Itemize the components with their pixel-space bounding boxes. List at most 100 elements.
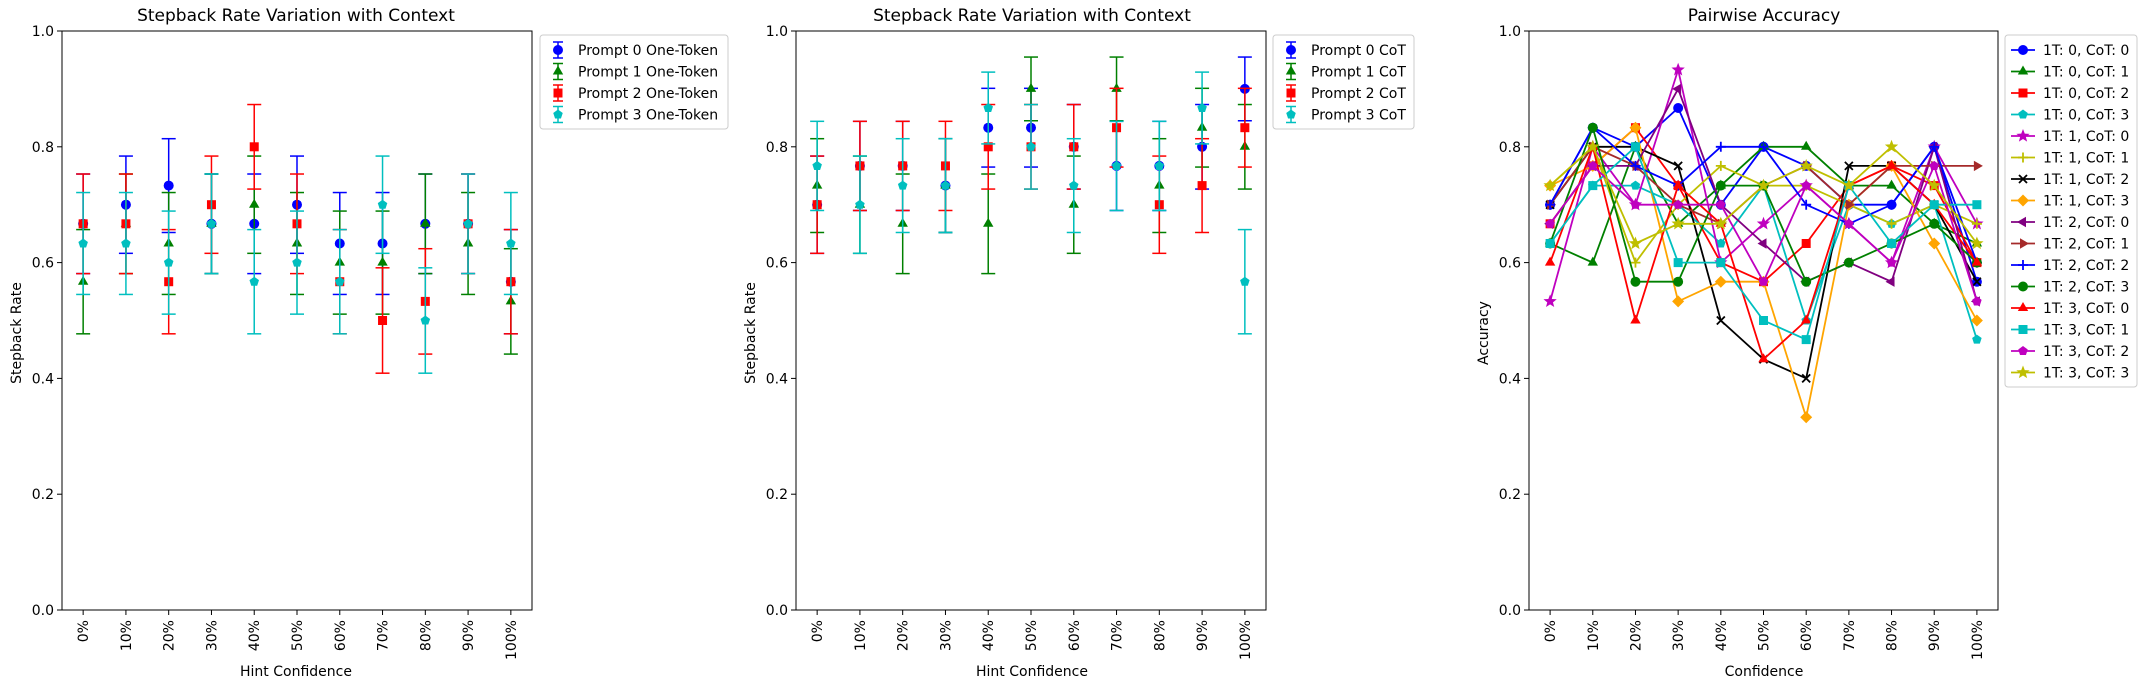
legend-frame bbox=[2004, 34, 2138, 388]
legend-marker bbox=[2016, 129, 2030, 142]
data-point bbox=[1971, 256, 1983, 266]
y-tick-label: 0.0 bbox=[766, 603, 788, 619]
data-point bbox=[940, 180, 951, 190]
data-point bbox=[1801, 180, 1811, 190]
legend-marker bbox=[2017, 302, 2029, 311]
chart-title: Stepback Rate Variation with Context bbox=[873, 6, 1191, 26]
data-point bbox=[1801, 335, 1811, 345]
data-point bbox=[1673, 199, 1683, 209]
data-point bbox=[1801, 238, 1811, 248]
data-point bbox=[1715, 141, 1726, 152]
y-axis-label: Stepback Rate bbox=[9, 282, 25, 384]
x-tick-label: 20% bbox=[896, 620, 912, 651]
legend-marker bbox=[2016, 365, 2030, 379]
data-point bbox=[1929, 141, 1940, 152]
x-axis-label: Hint Confidence bbox=[976, 664, 1088, 680]
data-point bbox=[983, 217, 994, 227]
data-point bbox=[1629, 121, 1642, 134]
data-point bbox=[1588, 181, 1598, 191]
legend-frame bbox=[1272, 34, 1415, 130]
data-point bbox=[378, 316, 388, 325]
x-axis-label: Hint Confidence bbox=[240, 664, 352, 680]
data-point bbox=[1844, 218, 1854, 228]
data-point bbox=[1197, 181, 1207, 191]
data-point bbox=[206, 218, 217, 228]
legend-marker bbox=[2017, 216, 2026, 228]
data-point bbox=[1929, 218, 1940, 229]
data-point bbox=[420, 217, 431, 227]
legend: Prompt 0 CoT Prompt 1 CoT Prompt 2 CoT Prom… bbox=[1272, 34, 1415, 130]
data-point bbox=[1111, 82, 1122, 92]
data-point bbox=[292, 257, 302, 267]
data-point bbox=[1972, 200, 1982, 210]
legend-label: Prompt 0 CoT bbox=[1311, 43, 1406, 59]
x-tick-label: 60% bbox=[1067, 620, 1083, 651]
data-point bbox=[1757, 238, 1767, 249]
legend-frame bbox=[539, 34, 729, 130]
data-point bbox=[249, 142, 259, 152]
legend-label: 1T: 1, CoT: 1 bbox=[2043, 151, 2129, 167]
data-point bbox=[1716, 238, 1726, 248]
x-tick-label: 20% bbox=[162, 620, 178, 651]
legend: Prompt 0 One-Token Prompt 1 One-Token Prom… bbox=[539, 34, 729, 130]
x-tick-label: 0% bbox=[1543, 620, 1559, 642]
x-tick-label: 40% bbox=[247, 620, 263, 651]
data-point bbox=[1758, 353, 1769, 363]
x-tick-label: 0% bbox=[76, 620, 92, 642]
legend-label: Prompt 0 One-Token bbox=[578, 43, 718, 59]
data-point bbox=[1197, 103, 1207, 113]
chart-title: Pairwise Accuracy bbox=[1688, 6, 1841, 26]
legend-marker bbox=[1286, 109, 1296, 119]
legend-label: 1T: 2, CoT: 2 bbox=[2043, 258, 2129, 274]
legend-marker bbox=[2018, 152, 2028, 163]
series-14 bbox=[1545, 160, 1982, 306]
data-point bbox=[1154, 160, 1165, 170]
data-point bbox=[1240, 123, 1250, 133]
data-point bbox=[1971, 218, 1982, 229]
data-point bbox=[1801, 373, 1811, 384]
data-point bbox=[463, 218, 473, 228]
legend-marker bbox=[552, 65, 564, 75]
data-point bbox=[1672, 295, 1685, 308]
x-tick-label: 10% bbox=[853, 620, 869, 651]
legend-label: 1T: 0, CoT: 1 bbox=[2043, 65, 2129, 81]
data-point bbox=[1887, 238, 1897, 248]
data-point bbox=[1843, 257, 1854, 268]
y-tick-label: 0.2 bbox=[32, 487, 54, 503]
data-point bbox=[1800, 314, 1812, 324]
legend-label: 1T: 3, CoT: 1 bbox=[2043, 323, 2129, 339]
data-point bbox=[812, 160, 822, 170]
legend-marker bbox=[1286, 88, 1296, 98]
legend-label: 1T: 2, CoT: 0 bbox=[2043, 215, 2129, 231]
y-tick-label: 1.0 bbox=[766, 24, 788, 40]
data-point bbox=[1588, 160, 1598, 170]
y-tick-label: 0.6 bbox=[1499, 256, 1521, 272]
series-3 bbox=[76, 155, 518, 374]
y-tick-label: 0.8 bbox=[32, 140, 54, 156]
data-point bbox=[1800, 411, 1813, 424]
data-point bbox=[1672, 83, 1682, 95]
x-tick-label: 60% bbox=[333, 620, 349, 651]
legend-label: 1T: 3, CoT: 3 bbox=[2043, 366, 2129, 382]
legend-label: 1T: 1, CoT: 2 bbox=[2043, 172, 2129, 188]
data-point bbox=[506, 238, 516, 248]
x-tick-label: 30% bbox=[1671, 620, 1687, 651]
data-point bbox=[1671, 62, 1685, 76]
data-point bbox=[1885, 276, 1895, 287]
legend-label: 1T: 3, CoT: 2 bbox=[2043, 344, 2129, 360]
legend-marker bbox=[2018, 88, 2028, 98]
legend-label: 1T: 2, CoT: 1 bbox=[2043, 237, 2129, 253]
y-axis-label: Accuracy bbox=[1476, 301, 1492, 365]
legend-label: Prompt 1 CoT bbox=[1311, 65, 1406, 81]
data-point bbox=[1025, 82, 1037, 92]
data-point bbox=[1716, 258, 1726, 268]
data-point bbox=[1673, 161, 1683, 171]
legend-marker bbox=[1286, 45, 1296, 55]
data-point bbox=[78, 238, 88, 248]
data-point bbox=[377, 256, 388, 266]
legend-label: Prompt 3 One-Token bbox=[578, 108, 718, 124]
y-tick-label: 0.4 bbox=[32, 371, 54, 387]
y-tick-label: 1.0 bbox=[1499, 24, 1521, 40]
x-tick-label: 100% bbox=[1970, 620, 1986, 660]
